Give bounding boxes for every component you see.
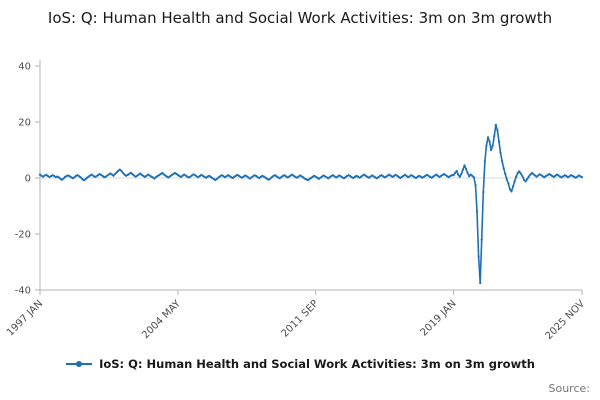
svg-text:2025 NOV: 2025 NOV [544, 298, 588, 342]
svg-text:2011 SEP: 2011 SEP [280, 298, 321, 339]
legend-label: IoS: Q: Human Health and Social Work Act… [99, 357, 535, 371]
svg-text:20: 20 [18, 118, 31, 129]
legend-line-marker-icon [66, 361, 93, 367]
svg-text:2019 JAN: 2019 JAN [419, 298, 459, 338]
legend-item[interactable]: IoS: Q: Human Health and Social Work Act… [65, 357, 535, 371]
svg-text:-40: -40 [15, 286, 31, 297]
svg-text:1997 JAN: 1997 JAN [5, 298, 45, 338]
line-chart: 40 20 0 -20 -40 1997 JAN 2004 MAY 2011 SEP 2019 … [0, 52, 600, 352]
chart-title: IoS: Q: Human Health and Social Work Act… [47, 9, 553, 27]
source-label: Source: [548, 382, 591, 395]
svg-text:2004 MAY: 2004 MAY [140, 298, 183, 341]
svg-text:0: 0 [25, 174, 31, 185]
svg-text:40: 40 [18, 62, 31, 73]
chart-legend: IoS: Q: Human Health and Social Work Act… [0, 357, 600, 371]
svg-text:-20: -20 [15, 230, 31, 241]
